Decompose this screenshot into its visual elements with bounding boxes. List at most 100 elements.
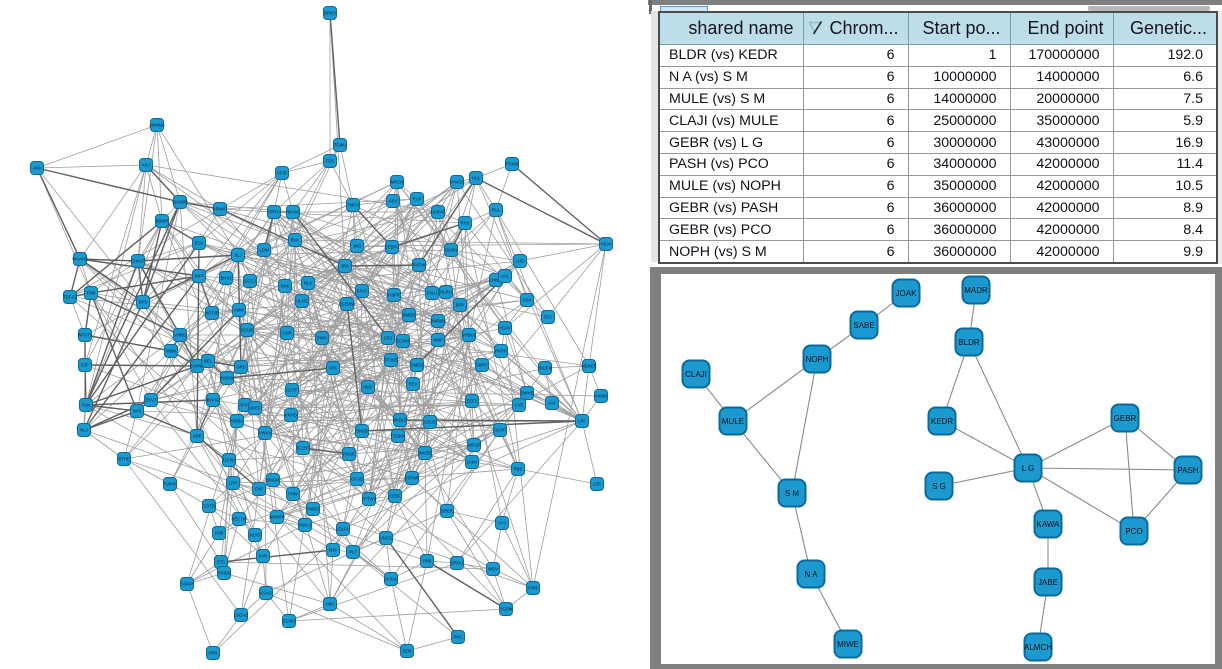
svg-text:NAS: NAS xyxy=(133,409,142,414)
svg-text:CDTD: CDTD xyxy=(203,504,215,509)
svg-text:RUP: RUP xyxy=(413,197,422,202)
svg-text:RUL: RUL xyxy=(492,208,501,213)
svg-text:HECTW: HECTW xyxy=(231,517,246,522)
svg-text:BEL: BEL xyxy=(204,359,213,364)
svg-text:TMCU: TMCU xyxy=(347,203,359,208)
svg-text:WFLB: WFLB xyxy=(468,443,480,448)
svg-text:ETC: ETC xyxy=(217,560,225,565)
svg-text:LVKK: LVKK xyxy=(467,460,478,465)
svg-text:SABE: SABE xyxy=(853,321,874,330)
svg-text:KKJ: KKJ xyxy=(142,163,150,168)
svg-text:BCUB: BCUB xyxy=(241,328,253,333)
svg-text:TLFWJ: TLFWJ xyxy=(222,458,236,463)
svg-text:GLWN: GLWN xyxy=(445,248,457,253)
svg-text:UDP: UDP xyxy=(193,434,202,439)
svg-text:ULNE: ULNE xyxy=(296,299,307,304)
svg-text:JABE: JABE xyxy=(1038,578,1058,587)
svg-text:AEN: AEN xyxy=(389,199,398,204)
svg-text:LPH: LPH xyxy=(229,481,237,486)
svg-text:CEBF: CEBF xyxy=(389,494,401,499)
svg-text:UJG: UJG xyxy=(516,259,524,264)
svg-text:GCPF: GCPF xyxy=(494,428,506,433)
svg-text:BKBLE: BKBLE xyxy=(393,418,407,423)
svg-text:S M: S M xyxy=(785,489,800,498)
svg-text:TGMU: TGMU xyxy=(334,143,346,148)
svg-text:BBWR: BBWR xyxy=(156,219,169,224)
svg-text:RBS: RBS xyxy=(514,467,523,472)
svg-text:NOPH: NOPH xyxy=(805,355,828,364)
svg-text:KVN: KVN xyxy=(259,554,268,559)
svg-text:VHBUL: VHBUL xyxy=(462,333,477,338)
svg-text:BTHE: BTHE xyxy=(118,457,129,462)
svg-text:LSGAD: LSGAD xyxy=(234,613,248,618)
svg-text:WWPPH: WWPPH xyxy=(269,515,286,520)
svg-text:LDF: LDF xyxy=(593,482,601,487)
svg-text:HKAKK: HKAKK xyxy=(286,210,300,215)
svg-text:JRA: JRA xyxy=(341,264,349,269)
svg-text:MULE: MULE xyxy=(722,417,744,426)
svg-text:SWTF: SWTF xyxy=(476,363,488,368)
svg-text:MRCN: MRCN xyxy=(391,180,404,185)
svg-text:LRF: LRF xyxy=(578,419,586,424)
svg-text:HKU: HKU xyxy=(326,602,335,607)
svg-text:ENVT: ENVT xyxy=(145,398,157,403)
svg-text:FSRF: FSRF xyxy=(528,586,539,591)
svg-text:WVDE: WVDE xyxy=(419,451,432,456)
svg-text:UHVGC: UHVGC xyxy=(449,180,464,185)
svg-text:FDS: FDS xyxy=(326,159,335,164)
svg-text:UKEF: UKEF xyxy=(249,406,261,411)
svg-text:FSSKK: FSSKK xyxy=(391,434,405,439)
svg-text:PTUKB: PTUKB xyxy=(505,162,519,167)
svg-text:WGV: WGV xyxy=(488,567,498,572)
svg-text:PMDJ: PMDJ xyxy=(307,507,318,512)
svg-text:UVSAG: UVSAG xyxy=(384,577,399,582)
svg-text:NDTJB: NDTJB xyxy=(205,311,219,316)
svg-text:SLLBT: SLLBT xyxy=(297,446,310,451)
svg-text:PJLU: PJLU xyxy=(427,291,437,296)
svg-text:JOAK: JOAK xyxy=(896,289,918,298)
svg-text:JNS: JNS xyxy=(353,244,361,249)
svg-text:VHRG: VHRG xyxy=(174,333,186,338)
svg-text:VFJF: VFJF xyxy=(277,171,287,176)
svg-text:SLJ: SLJ xyxy=(234,253,241,258)
svg-text:HRR: HRR xyxy=(208,651,217,656)
svg-text:MBM: MBM xyxy=(166,349,176,354)
svg-text:BWAG: BWAG xyxy=(207,398,220,403)
svg-text:FBM: FBM xyxy=(87,291,96,296)
svg-text:FMTW: FMTW xyxy=(413,263,426,268)
svg-text:TPJNS: TPJNS xyxy=(384,358,397,363)
svg-text:BHVJ: BHVJ xyxy=(221,276,232,281)
svg-text:CDUB: CDUB xyxy=(424,420,436,425)
svg-text:PHC: PHC xyxy=(454,635,463,640)
svg-text:HDAV: HDAV xyxy=(499,326,511,331)
svg-text:PRB: PRB xyxy=(423,559,432,564)
svg-text:REV: REV xyxy=(409,382,418,387)
svg-text:BMDB: BMDB xyxy=(403,313,415,318)
svg-text:CCWU: CCWU xyxy=(282,619,295,624)
svg-text:GCCJ: GCCJ xyxy=(244,279,255,284)
svg-text:MDBJ: MDBJ xyxy=(231,419,242,424)
svg-text:LDLPA: LDLPA xyxy=(337,527,350,532)
svg-text:KKHD: KKHD xyxy=(285,413,297,418)
svg-text:RMDBA: RMDBA xyxy=(430,319,445,324)
svg-text:VVJ: VVJ xyxy=(498,521,506,526)
svg-text:RRTV: RRTV xyxy=(268,210,280,215)
svg-text:BRKH: BRKH xyxy=(324,11,336,16)
svg-text:KEDR: KEDR xyxy=(931,417,953,426)
svg-text:BPP: BPP xyxy=(456,303,465,308)
svg-text:HNK: HNK xyxy=(281,284,290,289)
svg-text:GRD: GRD xyxy=(236,365,245,370)
svg-text:NLJ: NLJ xyxy=(80,428,87,433)
svg-text:DWHE: DWHE xyxy=(521,391,534,396)
svg-text:BPS: BPS xyxy=(139,300,148,305)
svg-text:WFGTA: WFGTA xyxy=(78,333,93,338)
svg-text:MIWE: MIWE xyxy=(837,640,859,649)
svg-text:NUC: NUC xyxy=(363,385,372,390)
svg-text:L G: L G xyxy=(1022,464,1035,473)
svg-text:EGA: EGA xyxy=(195,241,204,246)
svg-text:PCO: PCO xyxy=(1125,527,1142,536)
svg-text:RMJE: RMJE xyxy=(343,452,355,457)
svg-text:LDW: LDW xyxy=(259,248,268,253)
svg-text:PLT: PLT xyxy=(349,550,357,555)
svg-text:ECWM: ECWM xyxy=(396,339,410,344)
